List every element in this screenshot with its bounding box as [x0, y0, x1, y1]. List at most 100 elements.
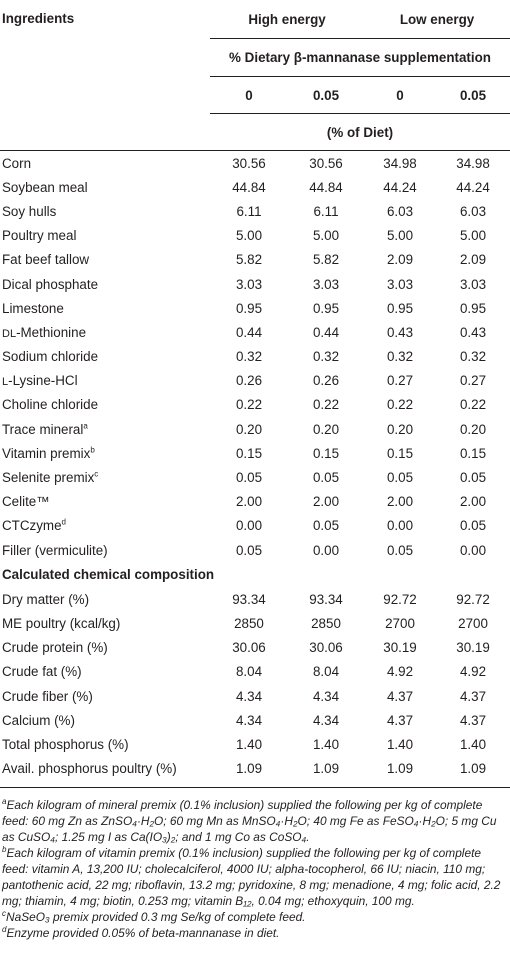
- row-label-text: ME poultry (kcal/kg): [2, 615, 121, 631]
- footnote-a-text: Each kilogram of mineral premix (0.1% in…: [2, 797, 497, 844]
- row-label: CTCzymed: [0, 514, 210, 538]
- level-header: 0.05: [288, 76, 365, 114]
- cell-value: 4.92: [386, 664, 414, 680]
- cell-value: 0.20: [235, 421, 263, 437]
- cell-value: 1.40: [386, 736, 414, 752]
- footnote-c-text: NaSeO₃ premix provided 0.3 mg Se/kg of c…: [6, 910, 306, 925]
- row-label: Filler (vermiculite): [0, 538, 210, 562]
- cell-value: 1.09: [386, 761, 414, 777]
- cell-value: 0.00: [386, 518, 414, 534]
- footnote-a: aEach kilogram of mineral premix (0.1% i…: [2, 796, 497, 844]
- ingredients-header: Ingredients: [2, 11, 75, 26]
- cell-value: 0.43: [386, 324, 414, 340]
- table-row: Crude fiber (%) 4.34 4.34 4.37 4.37: [0, 684, 510, 708]
- cell-value: 0.22: [459, 397, 487, 413]
- row-label-text: Filler (vermiculite): [2, 542, 108, 558]
- cell-value: 4.34: [312, 688, 340, 704]
- row-label-text: CTCzyme: [2, 518, 62, 534]
- row-label-text: Selenite premix: [2, 470, 95, 486]
- cell-value: 0.15: [312, 445, 340, 461]
- cell-value: 34.98: [456, 155, 490, 171]
- cell-value: 0.00: [312, 542, 340, 558]
- cell-value: 2700: [385, 615, 415, 631]
- cell-value: 3.03: [386, 276, 414, 292]
- cell-value: 1.09: [235, 761, 263, 777]
- table-row: Vitamin premixb 0.15 0.15 0.15 0.15: [0, 441, 510, 465]
- cell-value: 0.22: [312, 397, 340, 413]
- level-header: 0: [210, 76, 288, 114]
- cell-value: 0.27: [459, 373, 487, 389]
- cell-value: 1.40: [235, 736, 263, 752]
- cell-value: 6.03: [386, 203, 414, 219]
- row-label-text: Crude fat (%): [2, 664, 82, 680]
- table-row: Poultry meal 5.00 5.00 5.00 5.00: [0, 224, 510, 248]
- cell-value: 0.95: [312, 300, 340, 316]
- row-label-text: Calcium (%): [2, 712, 75, 728]
- cell-value: 4.37: [386, 688, 414, 704]
- row-label-text: Avail. phosphorus poultry (%): [2, 761, 177, 777]
- cell-value: 0.20: [386, 421, 414, 437]
- cell-value: 34.98: [383, 155, 417, 171]
- footnote-marker: b: [90, 445, 95, 455]
- cell-value: 6.11: [313, 203, 339, 219]
- cell-value: 0.15: [235, 445, 263, 461]
- cell-value: 0.32: [386, 349, 414, 365]
- cell-value: 2.09: [386, 252, 414, 268]
- row-label-text: Total phosphorus (%): [2, 736, 129, 752]
- cell-value: 0.32: [312, 349, 340, 365]
- cell-value: 3.03: [459, 276, 487, 292]
- cell-value: 1.40: [459, 736, 487, 752]
- cell-value: 0.27: [386, 373, 414, 389]
- unit-header: (% of Diet): [210, 113, 510, 151]
- supplementation-header: % Dietary β-mannanase supplementation: [210, 38, 510, 77]
- cell-value: 2700: [458, 615, 488, 631]
- row-label: L-Lysine-HCl: [0, 369, 210, 393]
- cell-value: 44.84: [309, 179, 343, 195]
- composition-section: Calculated chemical composition: [0, 562, 510, 587]
- cell-value: 30.56: [232, 155, 266, 171]
- cell-value: 3.03: [235, 276, 263, 292]
- row-label-prefix: L: [2, 376, 9, 389]
- cell-value: 0.44: [312, 324, 340, 340]
- level-header: 0: [364, 76, 437, 114]
- cell-value: 4.37: [459, 688, 487, 704]
- table-row: Fat beef tallow 5.82 5.82 2.09 2.09: [0, 248, 510, 272]
- footnote-c: cNaSeO₃ premix provided 0.3 mg Se/kg of …: [2, 909, 306, 925]
- cell-value: 5.00: [235, 228, 263, 244]
- cell-value: 0.95: [459, 300, 487, 316]
- ingredient-rows: Corn 30.56 30.56 34.98 34.98 Soybean meal 44.8…: [0, 150, 510, 563]
- cell-value: 4.37: [459, 712, 487, 728]
- footnote-marker: a: [83, 421, 88, 431]
- row-label-text: Soybean meal: [2, 179, 88, 195]
- footnote-d: dEnzyme provided 0.05% of beta-mannanase…: [2, 925, 280, 941]
- cell-value: 5.82: [312, 252, 340, 268]
- footnote-marker: d: [61, 517, 66, 527]
- row-label: Soybean meal: [0, 175, 210, 199]
- row-label-text: Crude fiber (%): [2, 688, 93, 704]
- section-title: Calculated chemical composition: [2, 567, 215, 583]
- cell-value: 0.05: [386, 470, 414, 486]
- table-row: Soybean meal 44.84 44.84 44.24 44.24: [0, 175, 510, 199]
- cell-value: 0.15: [459, 445, 487, 461]
- cell-value: 93.34: [232, 591, 266, 607]
- cell-value: 2.00: [459, 494, 487, 510]
- row-label-text: Corn: [2, 155, 32, 171]
- cell-value: 0.05: [459, 470, 487, 486]
- cell-value: 2.00: [312, 494, 340, 510]
- footnote-b: bEach kilogram of vitamin premix (0.1% i…: [2, 845, 501, 909]
- row-label: Soy hulls: [0, 199, 210, 223]
- row-label: DL-Methionine: [0, 320, 210, 344]
- cell-value: 5.00: [459, 228, 487, 244]
- row-label-text: Soy hulls: [2, 203, 57, 219]
- row-label: Trace minerala: [0, 417, 210, 441]
- footnote-d-text: Enzyme provided 0.05% of beta-mannanase …: [6, 926, 280, 941]
- cell-value: 30.06: [232, 640, 266, 656]
- cell-value: 1.09: [312, 761, 340, 777]
- table-row: Crude protein (%) 30.06 30.06 30.19 30.19: [0, 636, 510, 660]
- cell-value: 0.15: [386, 445, 414, 461]
- cell-value: 0.05: [312, 470, 340, 486]
- cell-value: 30.19: [383, 640, 417, 656]
- cell-value: 0.22: [386, 397, 414, 413]
- cell-value: 93.34: [309, 591, 343, 607]
- cell-value: 6.11: [236, 203, 262, 219]
